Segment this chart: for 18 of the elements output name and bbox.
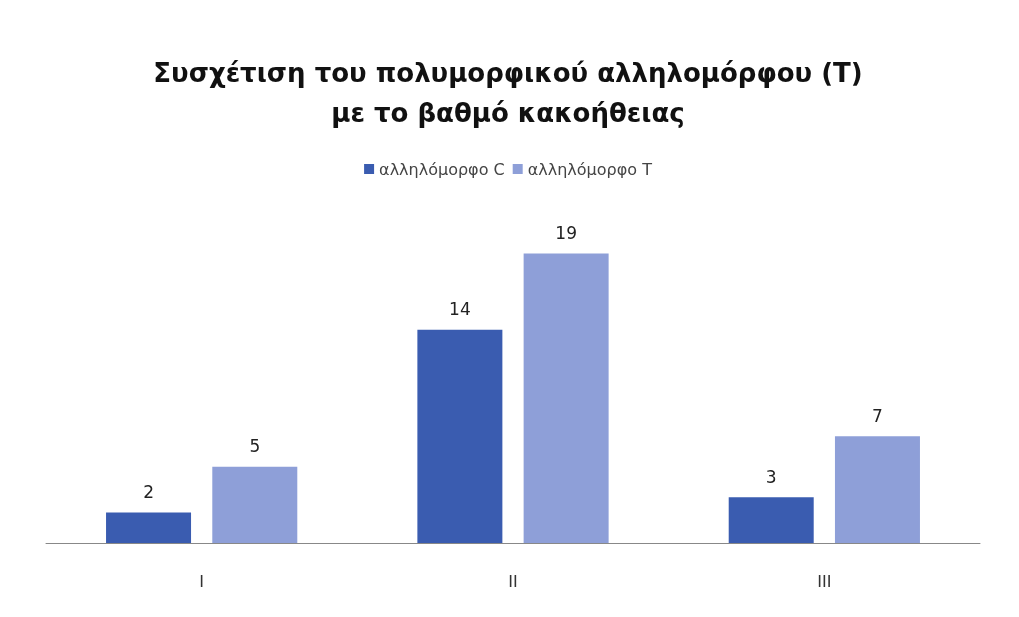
x-tick-label: I xyxy=(199,571,205,591)
data-label: 3 xyxy=(765,466,777,487)
data-label: 5 xyxy=(249,436,261,457)
legend-label: αλληλόμορφο T xyxy=(527,159,653,179)
bar xyxy=(106,512,192,543)
data-label: 19 xyxy=(555,222,577,243)
bar xyxy=(834,436,920,543)
legend-label: αλληλόμορφο C xyxy=(379,159,505,179)
x-tick-label: III xyxy=(817,571,832,591)
x-tick-label: II xyxy=(508,571,518,591)
bar xyxy=(212,466,298,543)
data-label: 2 xyxy=(143,482,154,503)
bar xyxy=(728,497,814,543)
bar xyxy=(523,253,609,543)
chart-title: Συσχέτιση του πολυμορφικού αλληλομόρφου (T) με το βαθμό κακοήθειας xyxy=(153,58,863,128)
data-label: 14 xyxy=(449,299,471,320)
bar xyxy=(417,329,503,543)
data-label: 7 xyxy=(872,405,883,426)
